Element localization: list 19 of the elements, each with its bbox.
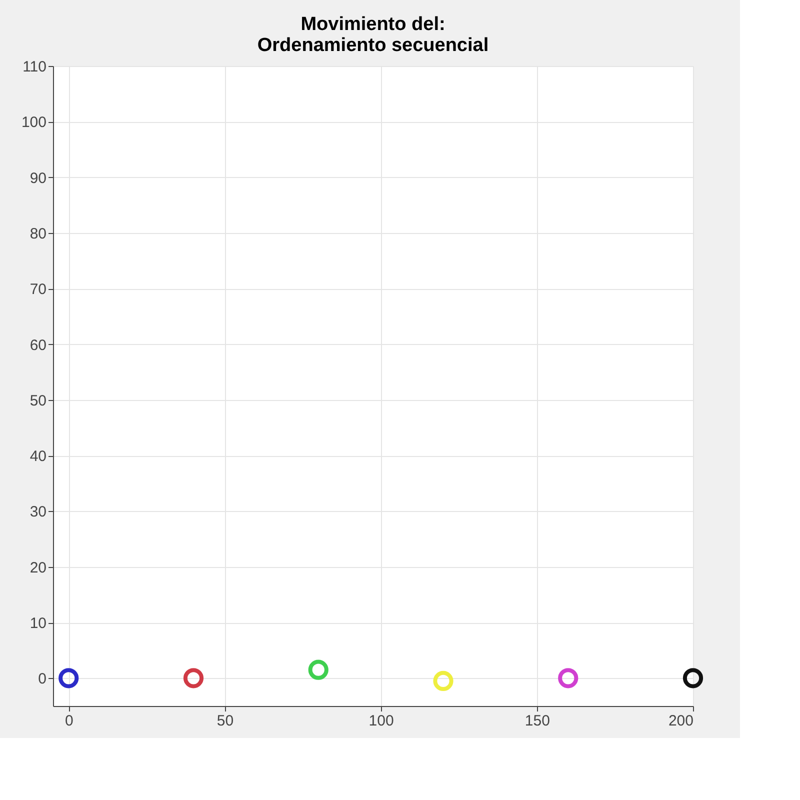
x-tick-label: 0: [64, 712, 74, 730]
y-tick-label: 20: [30, 559, 46, 576]
y-tick-label: 110: [22, 58, 46, 76]
y-tick-label: 60: [30, 336, 46, 354]
x-tick-label: 50: [216, 712, 234, 730]
y-tick-label: 40: [30, 448, 46, 466]
text: Ordenamiento secuencial: [257, 35, 489, 56]
y-tick-label: 80: [30, 225, 46, 242]
y-tick-label: 70: [30, 281, 46, 298]
x-tick-label: 150: [524, 712, 550, 730]
x-tick-label: 100: [368, 712, 394, 730]
y-tick-label: 10: [30, 615, 46, 632]
y-tick-label: 30: [30, 504, 46, 521]
x-tick-label: 200: [668, 712, 694, 730]
y-tick-label: 50: [30, 392, 46, 410]
y-tick-label: 100: [21, 114, 46, 132]
text: Movimiento del:: [300, 14, 446, 35]
y-tick-label: 0: [38, 670, 46, 688]
y-tick-label: 90: [30, 170, 46, 187]
